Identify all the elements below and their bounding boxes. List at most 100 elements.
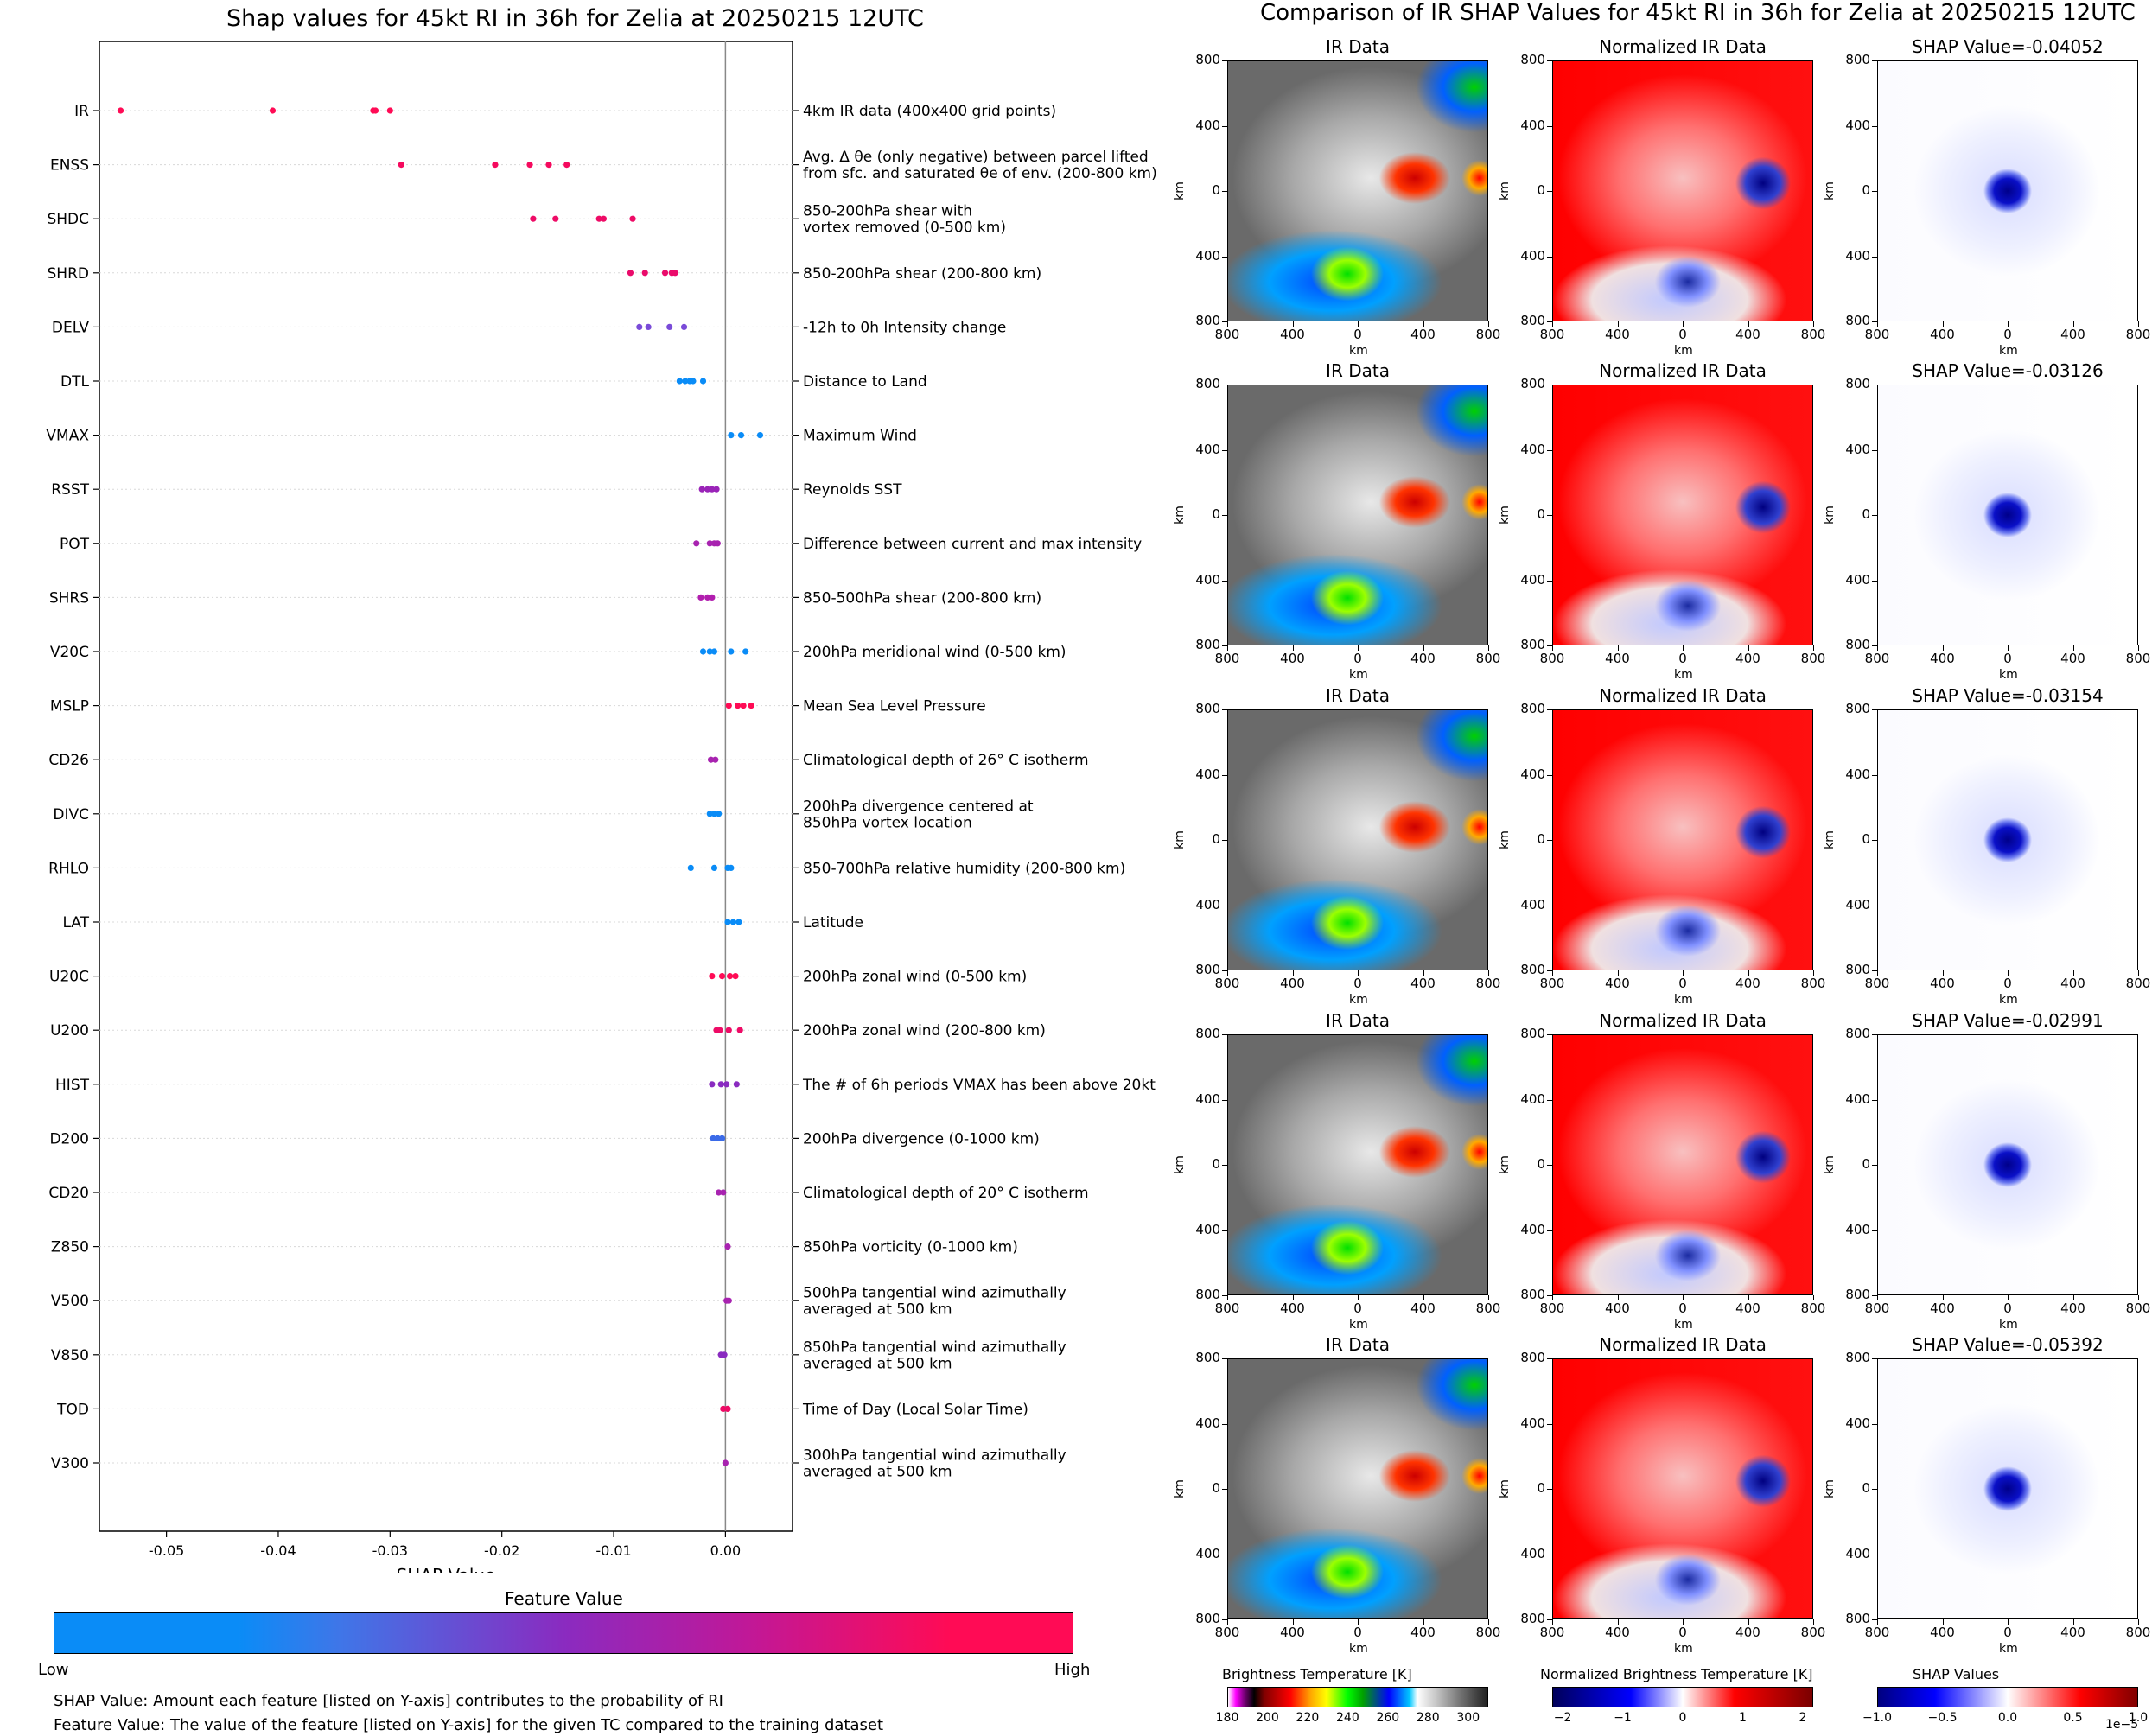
feature-label-dtl: DTL: [60, 373, 89, 391]
feature-desc-delv: -12h to 0h Intensity change: [803, 319, 1006, 336]
y-tick-label: 800: [1520, 701, 1545, 716]
y-tick-label: 800: [1195, 1026, 1220, 1041]
feature-label-tod: TOD: [56, 1401, 89, 1418]
shap-point-v20c: [742, 648, 749, 655]
feature-desc-rsst: Reynolds SST: [803, 481, 902, 499]
shap-point-v20c: [706, 648, 713, 655]
x-tick-mark: [1683, 645, 1684, 651]
shap-panel: [1877, 60, 2138, 321]
y-tick-mark: [1222, 256, 1227, 258]
bt-colorbar-label: Brightness Temperature [K]: [1222, 1666, 1412, 1682]
x-tick-mark: [1423, 970, 1424, 976]
y-tick-mark: [1547, 1423, 1552, 1425]
y-tick-mark: [1872, 125, 1877, 127]
x-tick-mark: [1748, 321, 1749, 327]
y-tick-mark: [1547, 321, 1552, 322]
bt-colorbar-ticks: 180 200 220 240 260 280 300: [1216, 1711, 1488, 1728]
feature-desc-line: Latitude: [803, 914, 863, 932]
y-tick-label: 800: [1520, 1611, 1545, 1626]
normalized-ir-panel-title: Normalized IR Data: [1599, 685, 1767, 706]
feature-desc-line: averaged at 500 km: [803, 1301, 952, 1319]
y-tick-mark: [1222, 970, 1227, 971]
plot-frame: [99, 41, 793, 1532]
bt-colorbar: [1227, 1687, 1488, 1707]
feature-desc-line: 300hPa tangential wind azimuthally: [803, 1447, 1066, 1465]
shap-point-u200: [736, 1027, 743, 1033]
y-axis-unit: km: [1172, 506, 1187, 525]
x-tick-label: 0: [1678, 1625, 1687, 1640]
y-tick-label: 400: [1845, 896, 1870, 913]
x-axis-unit: km: [1674, 1318, 1693, 1332]
y-tick-label: 800: [1195, 313, 1220, 328]
x-axis-unit: km: [1999, 1642, 2018, 1656]
shap-point-hist: [709, 1081, 716, 1088]
x-axis-unit: km: [1999, 1318, 2018, 1332]
colorbar-tick-label: 300: [1456, 1711, 1480, 1725]
x-tick-mark: [1813, 645, 1814, 651]
y-tick-label: 0: [1537, 506, 1545, 522]
feature-desc-line: Difference between current and max inten…: [803, 536, 1142, 553]
x-tick-mark: [1227, 1619, 1228, 1625]
shap-point-u200: [725, 1027, 732, 1033]
shap-point-ir: [269, 107, 277, 114]
x-tick-mark: [1552, 1295, 1553, 1300]
colorbar-tick-label: 0.0: [1997, 1711, 2018, 1725]
feature-desc-line: 850-700hPa relative humidity (200-800 km…: [803, 860, 1125, 877]
normalized-ir-panel: [1552, 709, 1813, 970]
y-tick-label: 800: [1520, 637, 1545, 652]
y-tick-label: 800: [1195, 1350, 1220, 1365]
feature-label-delv: DELV: [52, 319, 89, 336]
y-tick-label: 400: [1195, 896, 1220, 913]
y-tick-mark: [1222, 1489, 1227, 1490]
shap-colorbar: [1877, 1687, 2138, 1707]
colorbar-tick-label: 240: [1336, 1711, 1359, 1725]
x-tick-label: 400: [1410, 1625, 1436, 1640]
feature-desc-line: 200hPa zonal wind (0-500 km): [803, 969, 1027, 986]
y-tick-label: 400: [1195, 766, 1220, 782]
y-tick-mark: [1222, 645, 1227, 646]
shap-colorbar-offset: 1e−5: [2105, 1718, 2139, 1732]
x-axis-label: SHAP Value: [397, 1565, 496, 1573]
x-tick-mark: [1942, 645, 1944, 651]
x-tick-label: -0.05: [149, 1542, 184, 1559]
x-axis-unit: km: [1349, 1318, 1368, 1332]
x-tick-mark: [1877, 1619, 1878, 1625]
y-tick-mark: [1872, 60, 1877, 61]
feature-desc-line: 500hPa tangential wind azimuthally: [803, 1285, 1066, 1302]
normalized-ir-panel: [1552, 385, 1813, 645]
feature-desc-u20c: 200hPa zonal wind (0-500 km): [803, 969, 1027, 986]
y-tick-label: 400: [1520, 1221, 1545, 1237]
y-tick-mark: [1872, 191, 1877, 192]
shap-point-divc: [716, 811, 723, 817]
shap-point-cd20: [720, 1189, 727, 1196]
y-tick-label: 0: [1212, 182, 1220, 198]
x-tick-label: 800: [1214, 327, 1240, 342]
shap-point-cd20: [716, 1189, 723, 1196]
shap-point-lat: [724, 919, 731, 925]
right-chart-title: Comparison of IR SHAP Values for 45kt RI…: [1260, 0, 2136, 26]
shap-point-v20c: [710, 648, 718, 655]
x-tick-label: 400: [1280, 651, 1305, 666]
shap-point-vmax: [756, 432, 764, 439]
x-tick-mark: [1813, 970, 1814, 976]
x-tick-mark: [2072, 970, 2074, 976]
y-tick-label: 400: [1845, 1221, 1870, 1237]
y-tick-label: 800: [1520, 313, 1545, 328]
y-tick-label: 400: [1195, 1221, 1220, 1237]
x-tick-label: 0: [2003, 651, 2012, 666]
feature-label-rhlo: RHLO: [48, 860, 89, 877]
feature-desc-u200: 200hPa zonal wind (200-800 km): [803, 1022, 1046, 1040]
x-tick-mark: [1683, 970, 1684, 976]
y-tick-label: 0: [1862, 182, 1870, 198]
x-tick-mark: [1942, 1619, 1944, 1625]
x-tick-label: 800: [1800, 327, 1826, 342]
feature-label-shrd: SHRD: [48, 265, 89, 283]
shap-point-mslp: [748, 703, 754, 709]
shap-point-u20c: [732, 973, 739, 980]
y-tick-mark: [1547, 580, 1552, 582]
ir-data-panel: [1227, 709, 1488, 970]
x-tick-mark: [1813, 321, 1814, 327]
feature-desc-line: 200hPa meridional wind (0-500 km): [803, 644, 1066, 661]
x-tick-label: 800: [2125, 976, 2151, 991]
shap-point-enss: [398, 162, 404, 169]
